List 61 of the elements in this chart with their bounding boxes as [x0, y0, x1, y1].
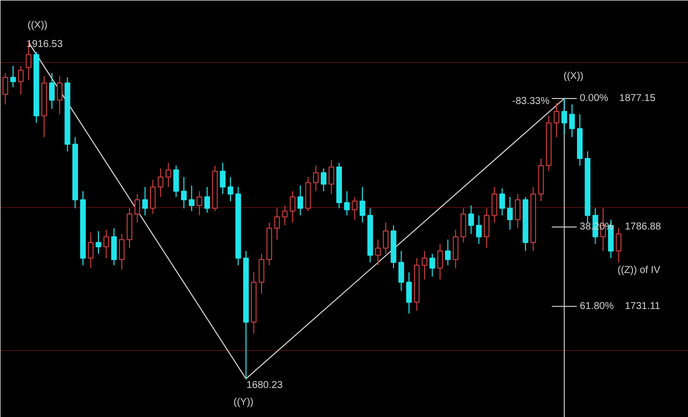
candlestick	[134, 194, 140, 224]
candlestick	[468, 204, 474, 234]
ref-line-label: 0.00% 1877.15	[580, 92, 656, 104]
annotation: 1680.23	[246, 380, 284, 391]
candlestick	[297, 185, 304, 216]
candlestick	[476, 214, 482, 244]
candlestick	[406, 272, 412, 314]
candlestick	[320, 168, 326, 192]
candlestick	[290, 190, 296, 224]
candlestick	[382, 222, 389, 254]
candlestick	[328, 159, 334, 195]
candlestick	[554, 102, 560, 138]
candlestick	[360, 186, 366, 224]
annotation: ((X))	[28, 20, 48, 31]
candlestick	[437, 243, 443, 280]
annotation: -83.33%	[512, 96, 550, 107]
candlestick	[352, 196, 358, 220]
candlestick	[422, 250, 428, 280]
candlestick	[188, 185, 194, 212]
candlestick	[150, 179, 156, 214]
candlestick	[561, 98, 568, 135]
candlestick	[274, 208, 280, 240]
candlestick	[158, 168, 164, 198]
candlestick	[10, 65, 16, 88]
annotation: ((Z)) of IV	[618, 265, 661, 276]
candlestick	[88, 232, 94, 269]
annotation: ((X))	[564, 71, 584, 82]
ref-line-label: 61.80% 1731.11	[580, 300, 661, 312]
candlestick	[616, 228, 622, 263]
candlestick	[429, 253, 436, 278]
candlestick	[375, 239, 381, 266]
candlestick	[445, 239, 451, 266]
candlestick	[196, 190, 202, 216]
candlestick	[514, 194, 521, 229]
candlestick	[313, 165, 319, 192]
candlestick	[166, 162, 172, 188]
candlestick	[484, 208, 490, 249]
candlestick	[452, 229, 458, 269]
candlestick	[499, 188, 506, 216]
candlestick	[49, 72, 55, 110]
candlestick	[569, 104, 575, 138]
candlestick	[204, 186, 210, 214]
candlestick	[96, 230, 102, 254]
candlestick	[460, 208, 466, 243]
candlestick	[507, 196, 513, 230]
candlestick	[220, 162, 226, 195]
candlestick	[111, 228, 117, 266]
candlestick	[142, 186, 148, 216]
candlestick	[492, 186, 498, 224]
candlestick	[228, 176, 234, 202]
candlestick	[282, 204, 288, 226]
candlestick	[258, 253, 264, 294]
candlestick	[56, 75, 62, 115]
candlestick	[173, 165, 179, 198]
candlestick	[18, 65, 24, 95]
candlestick	[118, 233, 125, 270]
candlestick	[103, 229, 110, 259]
candlestick	[181, 176, 187, 209]
candlestick	[398, 250, 404, 292]
annotation: ((Y))	[234, 397, 254, 408]
candlestick	[344, 190, 350, 216]
